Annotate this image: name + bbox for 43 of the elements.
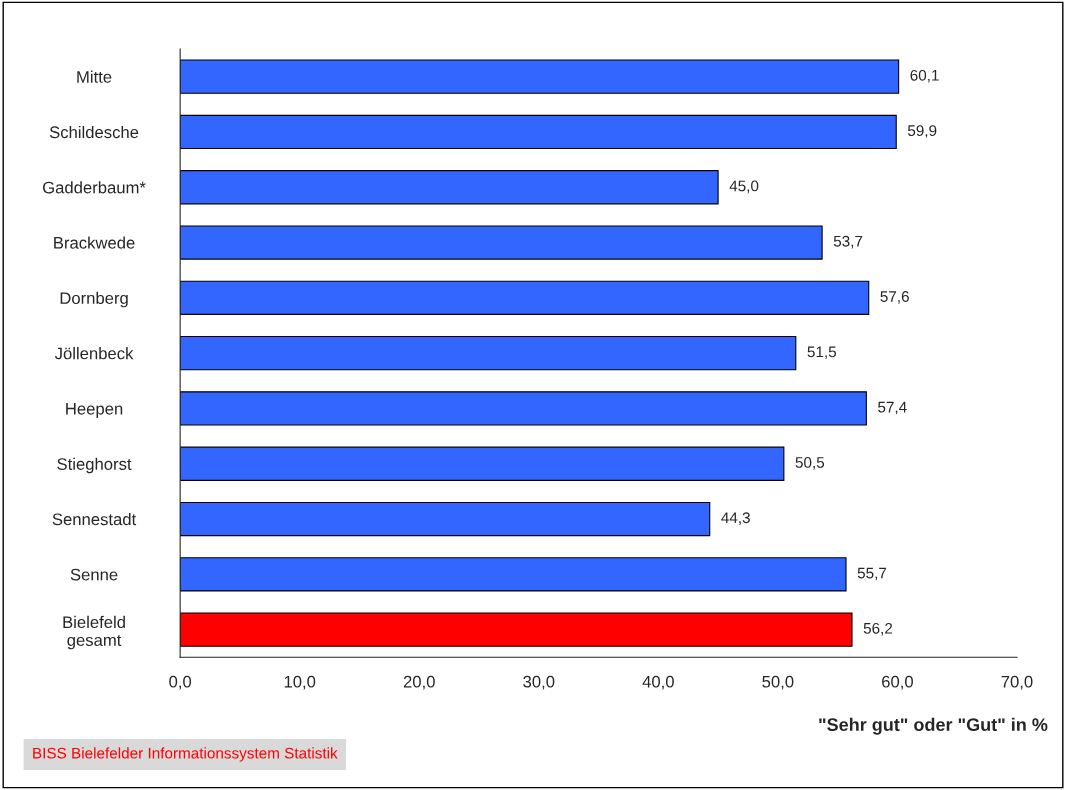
- y-tick-label: Gadderbaum*: [43, 181, 146, 194]
- x-tick-label: 50,0: [762, 675, 794, 690]
- data-label: 45,0: [729, 180, 759, 194]
- data-label: 57,6: [880, 291, 909, 304]
- x-tick-label: 0,0: [169, 675, 192, 690]
- data-label: 55,7: [857, 567, 887, 581]
- x-tick-label: 20,0: [403, 675, 435, 690]
- bar: [180, 170, 719, 205]
- data-label: 57,4: [878, 401, 907, 415]
- text: BISS Bielefelder Informationssystem Statistik: [33, 747, 338, 762]
- data-label: 51,5: [807, 346, 837, 360]
- y-tick-label: Heepen: [66, 403, 123, 418]
- x-tick-label: 40,0: [642, 675, 674, 690]
- data-label: 53,7: [833, 235, 863, 249]
- data-label: 60,1: [910, 69, 939, 83]
- bar: [180, 114, 897, 150]
- y-tick-label: Senne: [70, 568, 118, 581]
- bar: [180, 501, 711, 537]
- x-axis-title: "Sehr gut" oder "Gut" in %: [819, 717, 1048, 735]
- y-tick-label: Dornberg: [60, 291, 128, 308]
- y-tick-label: Jöllenbeck: [54, 347, 134, 360]
- bar: [180, 280, 870, 315]
- x-tick-label: 10,0: [284, 675, 316, 690]
- data-label: 56,2: [863, 622, 893, 636]
- bar: [180, 225, 823, 260]
- bar: [180, 557, 847, 592]
- bar: [180, 335, 797, 371]
- y-tick-label: Schildesche: [49, 125, 139, 139]
- bar: [180, 391, 867, 426]
- y-tick-label: Brackwede: [54, 236, 135, 249]
- x-tick-label: 30,0: [523, 675, 555, 690]
- data-label: 59,9: [907, 125, 937, 138]
- y-tick-label: Mitte: [77, 70, 112, 83]
- data-label: 44,3: [721, 512, 750, 525]
- x-tick-label: 70,0: [1001, 675, 1033, 690]
- y-tick-label: Bielefeld gesamt: [63, 615, 125, 650]
- bar: [180, 612, 853, 647]
- x-tick-label: 60,0: [882, 675, 913, 690]
- y-tick-label: Sennestadt: [52, 512, 137, 526]
- data-label: 50,5: [795, 457, 825, 470]
- bar: [180, 59, 900, 94]
- y-tick-label: Stieghorst: [57, 457, 132, 474]
- bar: [180, 446, 785, 481]
